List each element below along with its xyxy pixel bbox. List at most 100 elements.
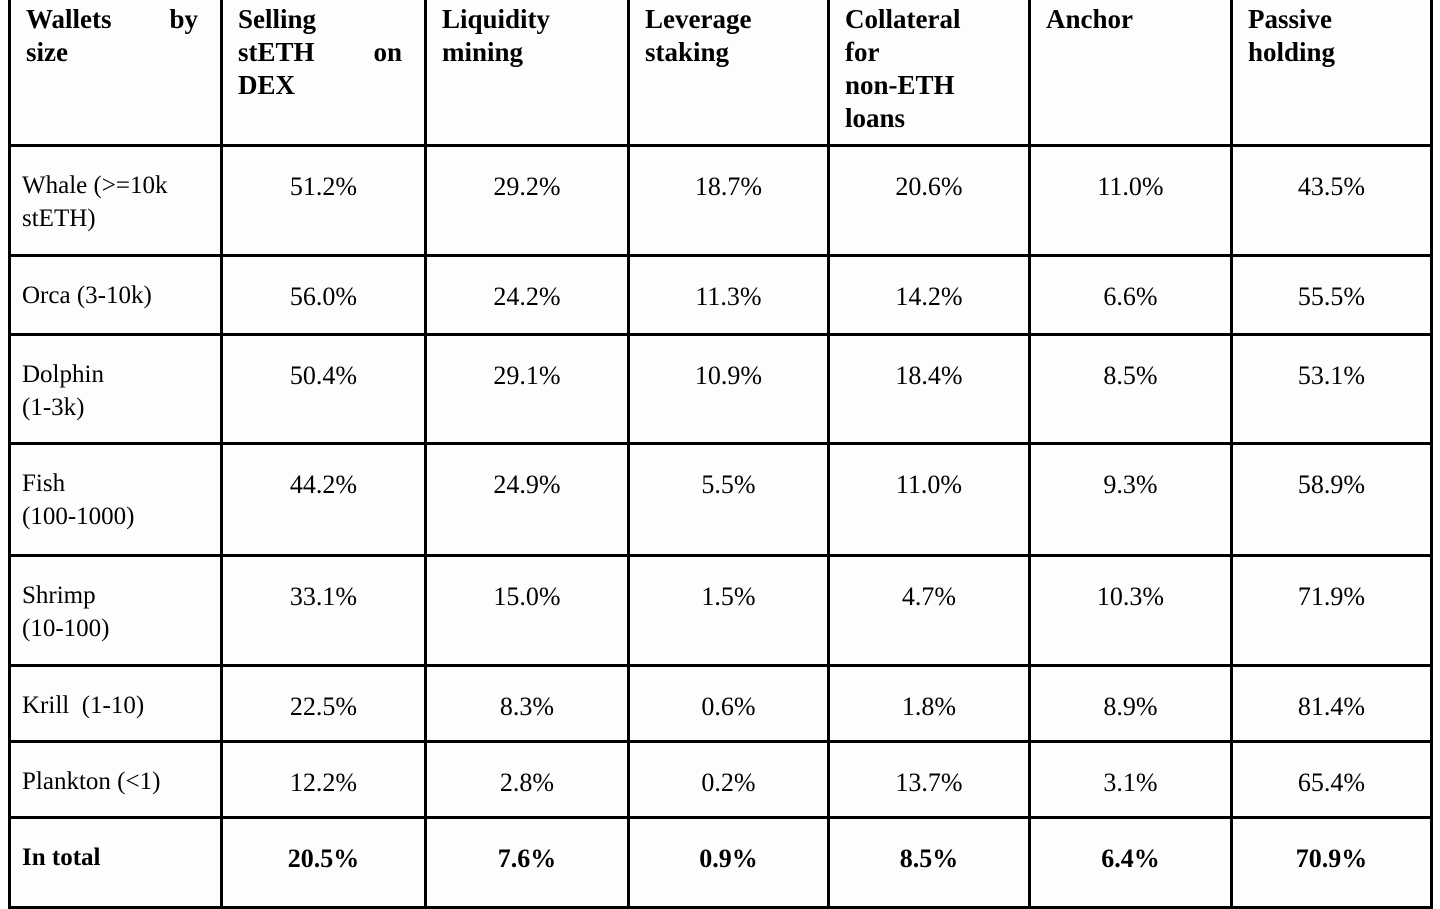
cell-krill-collateral-non-eth: 1.8% (827, 664, 1031, 743)
header-line: Collateral (845, 3, 1006, 36)
table-row-fish: Fish (100-1000) 44.2% 24.9% 5.5% 11.0% 9.3% 58… (8, 442, 1433, 557)
header-word: Selling (238, 4, 317, 34)
cell-orca-liquidity-mining: 24.2% (424, 254, 630, 336)
cell-shrimp-collateral-non-eth: 4.7% (827, 554, 1031, 667)
cell-shrimp-selling-steth-on-dex: 33.1% (220, 554, 427, 667)
header-line: Passive (1248, 3, 1408, 36)
header-line: size (26, 36, 198, 69)
cell-dolphin-collateral-non-eth: 18.4% (827, 333, 1031, 445)
column-header-anchor: Anchor (1028, 0, 1233, 147)
cell-krill-selling-steth-on-dex: 22.5% (220, 664, 427, 743)
header-word: Anchor (1046, 4, 1133, 34)
cell-krill-passive-holding: 81.4% (1230, 664, 1433, 743)
cell-plankton-liquidity-mining: 2.8% (424, 740, 630, 819)
cell-whale-liquidity-mining: 29.2% (424, 144, 630, 257)
cell-whale-passive-holding: 43.5% (1230, 144, 1433, 257)
header-line: stETH on (238, 36, 402, 69)
table-body: Whale (>=10k stETH) 51.2% 29.2% 18.7% 20.6% 1… (8, 144, 1433, 909)
header-word: on (373, 37, 402, 67)
cell-whale-collateral-non-eth: 20.6% (827, 144, 1031, 257)
header-line: Selling (238, 3, 402, 36)
cell-plankton-leverage-staking: 0.2% (627, 740, 830, 819)
column-header-liquidity-mining: Liquidity mining (424, 0, 630, 147)
cell-orca-anchor: 6.6% (1028, 254, 1233, 336)
cell-dolphin-passive-holding: 53.1% (1230, 333, 1433, 445)
cell-in-total-collateral-non-eth: 8.5% (827, 816, 1031, 909)
cell-shrimp-passive-holding: 71.9% (1230, 554, 1433, 667)
header-word: loans (845, 103, 906, 133)
row-label-krill: Krill (1-10) (8, 664, 223, 743)
cell-whale-leverage-staking: 18.7% (627, 144, 830, 257)
header-word: DEX (238, 70, 296, 100)
cell-in-total-selling-steth-on-dex: 20.5% (220, 816, 427, 909)
cell-orca-selling-steth-on-dex: 56.0% (220, 254, 427, 336)
row-label-fish: Fish (100-1000) (8, 442, 223, 557)
row-label-plankton: Plankton (<1) (8, 740, 223, 819)
row-label-dolphin: Dolphin (1-3k) (8, 333, 223, 445)
header-line: loans (845, 102, 1006, 135)
cell-plankton-passive-holding: 65.4% (1230, 740, 1433, 819)
column-header-collateral-non-eth: Collateral for non-ETH loans (827, 0, 1031, 147)
header-word: Passive (1248, 4, 1332, 34)
cell-fish-anchor: 9.3% (1028, 442, 1233, 557)
column-header-leverage-staking: Leverage staking (627, 0, 830, 147)
table-head: Wallets by size Selling stETH on DEX Liquidity m… (8, 0, 1433, 147)
header-word: by (169, 4, 198, 34)
header-word: Leverage (645, 4, 752, 34)
cell-fish-liquidity-mining: 24.9% (424, 442, 630, 557)
cell-in-total-anchor: 6.4% (1028, 816, 1233, 909)
cell-dolphin-selling-steth-on-dex: 50.4% (220, 333, 427, 445)
cell-whale-selling-steth-on-dex: 51.2% (220, 144, 427, 257)
cell-krill-liquidity-mining: 8.3% (424, 664, 630, 743)
cell-orca-collateral-non-eth: 14.2% (827, 254, 1031, 336)
cell-in-total-passive-holding: 70.9% (1230, 816, 1433, 909)
cell-shrimp-anchor: 10.3% (1028, 554, 1233, 667)
table-row-dolphin: Dolphin (1-3k) 50.4% 29.1% 10.9% 18.4% 8.5% 53… (8, 333, 1433, 445)
table-row-shrimp: Shrimp (10-100) 33.1% 15.0% 1.5% 4.7% 10.3% 71… (8, 554, 1433, 667)
header-line: holding (1248, 36, 1408, 69)
header-word: Wallets (26, 4, 112, 34)
cell-krill-leverage-staking: 0.6% (627, 664, 830, 743)
header-word: holding (1248, 37, 1336, 67)
column-header-wallets-by-size: Wallets by size (8, 0, 223, 147)
header-word: Collateral (845, 4, 961, 34)
header-word: non-ETH (845, 70, 955, 100)
table-row-krill: Krill (1-10) 22.5% 8.3% 0.6% 1.8% 8.9% 81.4% (8, 664, 1433, 743)
cell-in-total-liquidity-mining: 7.6% (424, 816, 630, 909)
cell-plankton-selling-steth-on-dex: 12.2% (220, 740, 427, 819)
header-line: DEX (238, 69, 402, 102)
row-label-orca: Orca (3-10k) (8, 254, 223, 336)
header-line: mining (442, 36, 605, 69)
header-word: Liquidity (442, 4, 551, 34)
header-line: non-ETH (845, 69, 1006, 102)
header-word: stETH (238, 37, 315, 67)
row-label-shrimp: Shrimp (10-100) (8, 554, 223, 667)
header-word: staking (645, 37, 730, 67)
cell-shrimp-liquidity-mining: 15.0% (424, 554, 630, 667)
header-line: Anchor (1046, 3, 1208, 36)
cell-dolphin-liquidity-mining: 29.1% (424, 333, 630, 445)
header-line: staking (645, 36, 805, 69)
cell-shrimp-leverage-staking: 1.5% (627, 554, 830, 667)
cell-orca-leverage-staking: 11.3% (627, 254, 830, 336)
cell-plankton-collateral-non-eth: 13.7% (827, 740, 1031, 819)
cell-krill-anchor: 8.9% (1028, 664, 1233, 743)
cell-dolphin-anchor: 8.5% (1028, 333, 1233, 445)
header-line: Leverage (645, 3, 805, 36)
row-label-whale: Whale (>=10k stETH) (8, 144, 223, 257)
steth-wallet-behavior-table: Wallets by size Selling stETH on DEX Liquidity m… (8, 0, 1433, 909)
table-row-whale: Whale (>=10k stETH) 51.2% 29.2% 18.7% 20.6% 1… (8, 144, 1433, 257)
header-line: for (845, 36, 1006, 69)
table-container: Wallets by size Selling stETH on DEX Liquidity m… (8, 0, 1433, 909)
cell-in-total-leverage-staking: 0.9% (627, 816, 830, 909)
header-word: size (26, 37, 68, 67)
table-row-plankton: Plankton (<1) 12.2% 2.8% 0.2% 13.7% 3.1% 65.4% (8, 740, 1433, 819)
column-header-selling-steth-on-dex: Selling stETH on DEX (220, 0, 427, 147)
table-row-in-total: In total 20.5% 7.6% 0.9% 8.5% 6.4% 70.9% (8, 816, 1433, 909)
cell-plankton-anchor: 3.1% (1028, 740, 1233, 819)
cell-fish-collateral-non-eth: 11.0% (827, 442, 1031, 557)
cell-whale-anchor: 11.0% (1028, 144, 1233, 257)
cell-fish-leverage-staking: 5.5% (627, 442, 830, 557)
cell-fish-passive-holding: 58.9% (1230, 442, 1433, 557)
